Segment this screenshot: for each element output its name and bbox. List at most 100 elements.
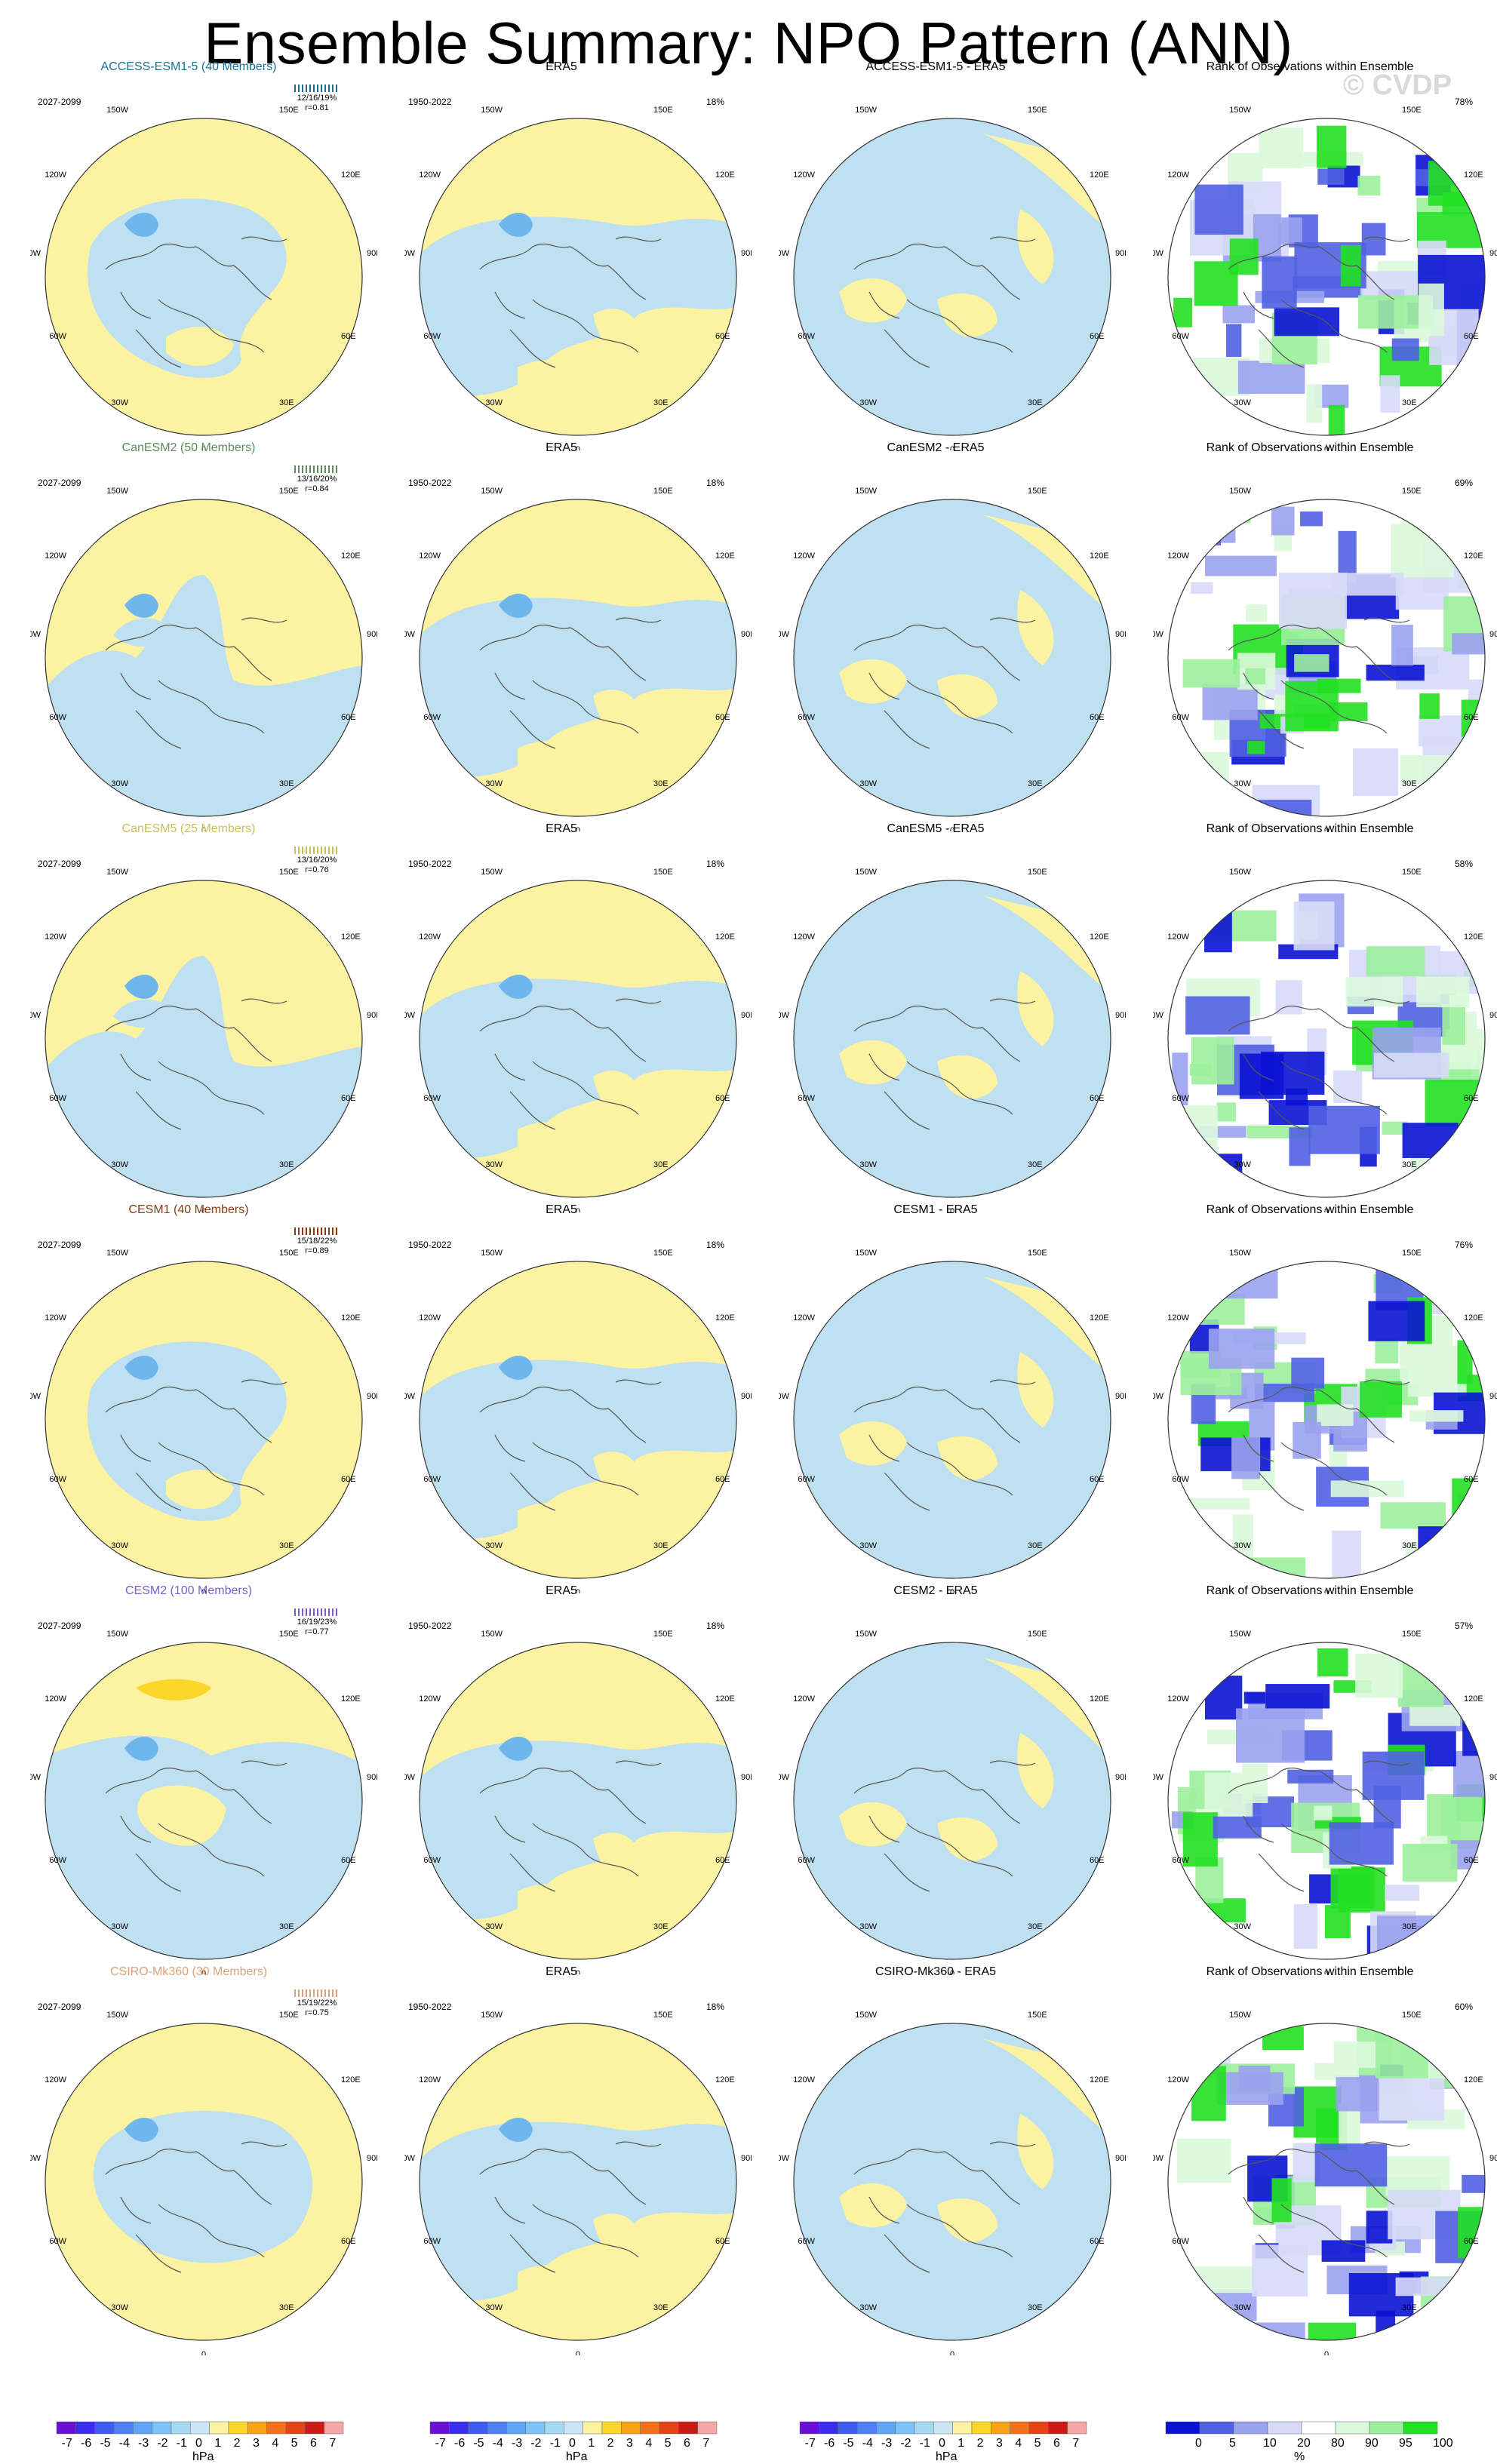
panel-title: Rank of Observations within Ensemble (1206, 1203, 1414, 1216)
lon-label: 120E (1090, 1694, 1109, 1704)
lon-label: 30W (1234, 779, 1251, 788)
lon-label: 0 (576, 1969, 580, 1974)
lon-label: 150E (1028, 106, 1047, 115)
lon-label: 90E (741, 1011, 752, 1020)
lon-label: 90E (1115, 2154, 1126, 2163)
colorbar-tick-label: -3 (881, 2437, 893, 2450)
stats-range: 15/19/22% (297, 1999, 337, 2008)
colorbar-swatches (1165, 2421, 1438, 2435)
colorbar-unit: hPa (936, 2450, 958, 2463)
lon-label: 90E (1489, 1392, 1497, 1401)
lon-label: 90E (367, 1773, 377, 1782)
lon-label: 180 (571, 2008, 585, 2011)
colorbar-swatch (468, 2421, 488, 2435)
lon-label: 120E (1464, 551, 1483, 561)
lon-label: 120E (715, 1694, 735, 1704)
lon-label: 90E (741, 2154, 752, 2163)
colorbar-swatch (487, 2421, 507, 2435)
panel-title: CanESM5 (25 Members) (121, 822, 256, 835)
stats-range: 12/16/19% (297, 94, 337, 103)
lon-label: 150E (279, 106, 299, 115)
lon-label: 60E (341, 2237, 356, 2246)
lon-label: 150E (1402, 2011, 1422, 2020)
lon-label: 120E (715, 932, 735, 942)
period-label: 2027-2099 (38, 1240, 81, 1250)
colorbar-swatch (1369, 2421, 1404, 2435)
lon-label: 150W (481, 487, 503, 496)
lon-label: 0 (950, 1588, 954, 1593)
polar-map: 180 150W 150E 120W 120E 90W 90E 60W 60E 30W 30E 0 (404, 103, 752, 450)
lon-label: 150W (481, 106, 503, 115)
lon-label: 120E (1090, 171, 1109, 180)
colorbar-swatch (991, 2421, 1010, 2435)
lon-label: 120E (341, 1694, 361, 1704)
lon-label: 180 (571, 865, 585, 868)
pct-label: 60% (1455, 2002, 1474, 2012)
colorbar-hpa-3: -7 -6 -5 -4 -3 -2 -1 0 1 2 3 4 5 6 7 hPa (792, 2420, 1094, 2463)
polar-map: 180 150W 150E 120W 120E 90W 90E 60W 60E 30W 30E 0 (404, 1246, 752, 1593)
lon-label: 120E (715, 2075, 735, 2085)
lon-label: 150E (1028, 1630, 1047, 1639)
lon-label: 90E (1489, 1011, 1497, 1020)
lon-label: 30W (859, 779, 877, 788)
lon-label: 30E (653, 2303, 669, 2312)
panel-title: ERA5 (546, 1584, 577, 1597)
period-label: 2027-2099 (38, 859, 81, 869)
colorbar-tick-label: -1 (176, 2437, 187, 2450)
map-panel: Rank of Observations within Ensemble 60% 1… (1123, 1846, 1497, 2355)
panel-title: Rank of Observations within Ensemble (1206, 60, 1414, 73)
map-panel: CESM1 - ERA5 180 150W 150E 120W 120E 90W 90E 60W… (748, 1084, 1126, 1593)
colorbar-tick-label: -4 (862, 2437, 873, 2450)
map-panel: ERA5 1950-2022 18% 180 150W 150E 120W 120E 90W 90… (374, 0, 752, 450)
lon-label: 90E (741, 249, 752, 258)
period-label: 1950-2022 (408, 1240, 452, 1250)
lon-label: 60E (341, 1094, 356, 1103)
colorbar-swatch (678, 2421, 698, 2435)
lon-label: 30E (1402, 1541, 1417, 1550)
map-panel: CSIRO-Mk360 - ERA5 180 150W 150E 120W 120E 90W… (748, 1846, 1126, 2355)
lon-label: 180 (945, 2008, 959, 2011)
colorbar-tick-label: -2 (530, 2437, 542, 2450)
panel-title: ERA5 (546, 822, 577, 835)
period-label: 2027-2099 (38, 2002, 81, 2012)
lon-label: 90E (741, 1773, 752, 1782)
lon-label: 30W (859, 1922, 877, 1931)
lon-label: 120W (1167, 1694, 1189, 1704)
colorbar-swatch (856, 2421, 877, 2435)
lon-label: 0 (1324, 826, 1329, 831)
colorbar-tick-label: 5 (290, 2437, 298, 2450)
panel-title: CESM2 (100 Members) (124, 1584, 253, 1597)
pct-label: 18% (706, 97, 725, 107)
lon-label: 120W (45, 171, 66, 180)
panel-title: ERA5 (546, 1203, 577, 1216)
lon-label: 90W (779, 1392, 790, 1401)
polar-map: 180 150W 150E 120W 120E 90W 90E 60W 60E 30W 30E 0 (1153, 484, 1497, 831)
lon-label: 30E (1028, 779, 1043, 788)
lon-label: 30W (859, 398, 877, 407)
lon-label: 120W (1167, 2075, 1189, 2085)
colorbar-swatch (640, 2421, 660, 2435)
period-label: 2027-2099 (38, 97, 81, 107)
panel-title: CanESM2 (50 Members) (121, 441, 256, 454)
lon-label: 60W (423, 1856, 441, 1865)
colorbar-tick-label: 7 (1072, 2437, 1080, 2450)
lon-label: 180 (1320, 1627, 1333, 1630)
member-stats: 16/19/23% r=0.77 (290, 1608, 343, 1637)
colorbar-tick-label: -4 (118, 2437, 130, 2450)
colorbar-swatch (305, 2421, 324, 2435)
lon-label: 120E (1090, 932, 1109, 942)
panel-title: ACCESS-ESM1-5 (40 Members) (100, 60, 277, 73)
colorbar-swatch (583, 2421, 603, 2435)
lon-label: 60W (1172, 332, 1189, 341)
polar-map: 180 150W 150E 120W 120E 90W 90E 60W 60E 30W 30E 0 (30, 103, 377, 450)
map-panel: ERA5 1950-2022 18% 180 150W 150E 120W 120E 90W 90… (374, 1846, 752, 2355)
colorbar-swatch (1010, 2421, 1030, 2435)
lon-label: 30E (1028, 1160, 1043, 1169)
colorbar-swatch (819, 2421, 838, 2435)
lon-label: 120W (793, 1313, 815, 1323)
lon-label: 30W (111, 398, 128, 407)
colorbar-swatch (799, 2421, 819, 2435)
colorbar-tick-label: 0 (569, 2437, 576, 2450)
colorbar-tick-label: -2 (900, 2437, 911, 2450)
